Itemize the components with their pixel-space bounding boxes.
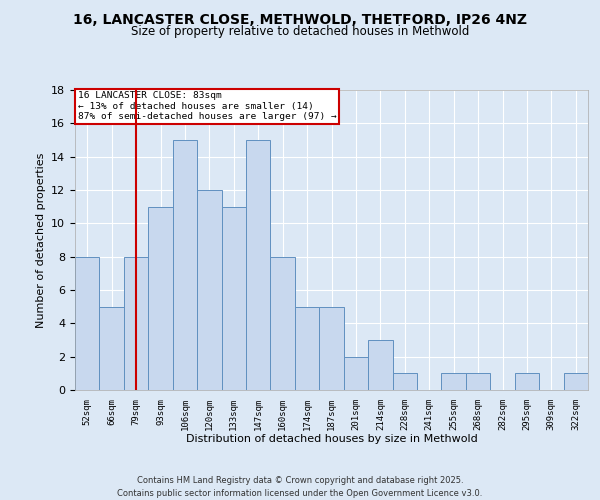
Text: 16, LANCASTER CLOSE, METHWOLD, THETFORD, IP26 4NZ: 16, LANCASTER CLOSE, METHWOLD, THETFORD,… [73,12,527,26]
X-axis label: Distribution of detached houses by size in Methwold: Distribution of detached houses by size … [185,434,478,444]
Bar [100,306,124,390]
Bar [466,374,490,390]
Y-axis label: Number of detached properties: Number of detached properties [35,152,46,328]
Bar [221,206,246,390]
Bar [295,306,319,390]
Bar [148,206,173,390]
Text: 16 LANCASTER CLOSE: 83sqm
← 13% of detached houses are smaller (14)
87% of semi-: 16 LANCASTER CLOSE: 83sqm ← 13% of detac… [77,92,337,122]
Text: Size of property relative to detached houses in Methwold: Size of property relative to detached ho… [131,25,469,38]
Bar [392,374,417,390]
Bar [173,140,197,390]
Bar [563,374,588,390]
Bar [368,340,392,390]
Bar [319,306,344,390]
Bar [442,374,466,390]
Bar [246,140,271,390]
Bar [515,374,539,390]
Bar [124,256,148,390]
Bar [344,356,368,390]
Bar [75,256,100,390]
Text: Contains HM Land Registry data © Crown copyright and database right 2025.
Contai: Contains HM Land Registry data © Crown c… [118,476,482,498]
Bar [271,256,295,390]
Bar [197,190,221,390]
